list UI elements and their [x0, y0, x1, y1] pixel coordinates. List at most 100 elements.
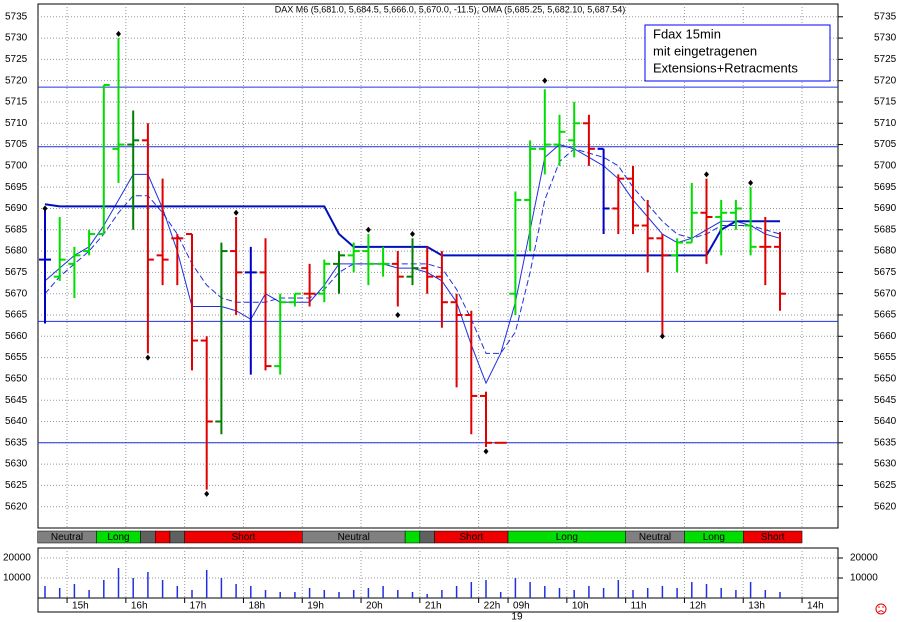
x-tick-label: 15h	[72, 601, 89, 612]
regime-label: Long	[556, 532, 578, 543]
regime-label: Long	[107, 532, 129, 543]
regime-label: Short	[231, 532, 255, 543]
y-tick-label: 5700	[5, 161, 28, 172]
pivot-marker	[748, 179, 754, 186]
regime-label: Short	[459, 532, 483, 543]
x-tick-label: 18h	[248, 601, 265, 612]
y-tick-label-right: 5635	[874, 437, 897, 448]
y-tick-label: 5675	[5, 267, 28, 278]
y-tick-label: 5685	[5, 224, 28, 235]
volume-panel	[37, 547, 839, 599]
pivot-marker	[233, 209, 239, 216]
x-tick-label: 14h	[807, 601, 824, 612]
y-tick-label-right: 5630	[874, 459, 897, 470]
y-tick-label-right: 5730	[874, 33, 897, 44]
y-tick-label-right: 5715	[874, 97, 897, 108]
pivot-marker	[145, 354, 151, 361]
x-tick-label: 16h	[131, 601, 148, 612]
y-tick-label-right: 5695	[874, 182, 897, 193]
regime-label: Neutral	[338, 532, 370, 543]
y-tick-label-right: 5640	[874, 416, 897, 427]
y-tick-label: 5705	[5, 139, 28, 150]
y-tick-label: 5725	[5, 54, 28, 65]
x-tick-label: 20h	[366, 601, 383, 612]
pivot-marker	[365, 226, 371, 233]
pivot-marker	[659, 333, 665, 340]
x-axis-strip	[37, 597, 839, 613]
y-tick-label: 5630	[5, 459, 28, 470]
y-tick-label-right: 5720	[874, 75, 897, 86]
y-tick-label: 5650	[5, 374, 28, 385]
y-tick-label: 5665	[5, 310, 28, 321]
y-tick-label-right: 5700	[874, 161, 897, 172]
volume-tick-label-right: 10000	[850, 573, 878, 584]
regime-segment	[743, 530, 803, 544]
volume-tick-label-right: 20000	[850, 553, 878, 564]
y-tick-label: 5695	[5, 182, 28, 193]
y-tick-label: 5655	[5, 352, 28, 363]
y-tick-label-right: 5690	[874, 203, 897, 214]
y-tick-label: 5635	[5, 437, 28, 448]
regime-segment	[169, 530, 185, 544]
y-tick-label-right: 5680	[874, 246, 897, 257]
annotation-text: mit eingetragenen	[653, 43, 757, 58]
y-tick-label-right: 5665	[874, 310, 897, 321]
x-tick-label: 12h	[689, 601, 706, 612]
volume-tick-label: 20000	[3, 553, 31, 564]
x-tick-label: 19h	[307, 601, 324, 612]
y-tick-label-right: 5710	[874, 118, 897, 129]
y-tick-label: 5670	[5, 288, 28, 299]
x-tick-label: 22h	[484, 601, 501, 612]
y-tick-label: 5730	[5, 33, 28, 44]
y-tick-label: 5620	[5, 501, 28, 512]
pivot-marker	[410, 231, 415, 238]
pivot-marker	[395, 311, 401, 318]
annotation-text: Extensions+Retracments	[653, 60, 798, 75]
regime-segment	[155, 530, 171, 544]
chart-title: DAX M6 (5,681.0, 5,684.5, 5,666.0, 5,670…	[275, 4, 626, 14]
pivot-marker	[542, 77, 548, 84]
volume-tick-label: 10000	[3, 573, 31, 584]
x-tick-label: 10h	[572, 601, 589, 612]
y-tick-label: 5715	[5, 97, 28, 108]
y-tick-label: 5645	[5, 395, 28, 406]
frown-icon	[875, 603, 887, 615]
annotation-box	[644, 24, 831, 82]
y-tick-label-right: 5645	[874, 395, 897, 406]
date-label: 19	[511, 612, 523, 622]
y-tick-label: 5720	[5, 75, 28, 86]
pivot-marker	[483, 448, 489, 455]
regime-label: Neutral	[639, 532, 671, 543]
regime-segment	[140, 530, 156, 544]
y-tick-label: 5710	[5, 118, 28, 129]
regime-label: Short	[761, 532, 785, 543]
regime-segment	[404, 530, 421, 544]
x-tick-label: 17h	[190, 601, 207, 612]
y-tick-label-right: 5650	[874, 374, 897, 385]
pivot-marker	[204, 490, 210, 497]
x-tick-label: 11h	[631, 601, 647, 612]
y-tick-label: 5680	[5, 246, 28, 257]
y-tick-label-right: 5620	[874, 501, 897, 512]
y-tick-label-right: 5735	[874, 11, 897, 22]
y-tick-label-right: 5625	[874, 480, 897, 491]
regime-label: Neutral	[51, 532, 83, 543]
y-tick-label: 5625	[5, 480, 28, 491]
x-tick-label: 21h	[425, 601, 442, 612]
y-tick-label-right: 5670	[874, 288, 897, 299]
y-tick-label: 5690	[5, 203, 28, 214]
y-tick-label: 5735	[5, 11, 28, 22]
pivot-marker	[704, 171, 709, 178]
pivot-marker	[42, 205, 48, 212]
regime-segment	[419, 530, 435, 544]
main-panel	[37, 3, 839, 529]
x-tick-label: 09h	[513, 601, 530, 612]
x-tick-label: 13h	[748, 601, 765, 612]
y-tick-label-right: 5660	[874, 331, 897, 342]
y-tick-label: 5660	[5, 331, 28, 342]
pivot-marker	[116, 30, 121, 37]
y-tick-label-right: 5705	[874, 139, 897, 150]
y-tick-label: 5640	[5, 416, 28, 427]
regime-label: Long	[703, 532, 725, 543]
